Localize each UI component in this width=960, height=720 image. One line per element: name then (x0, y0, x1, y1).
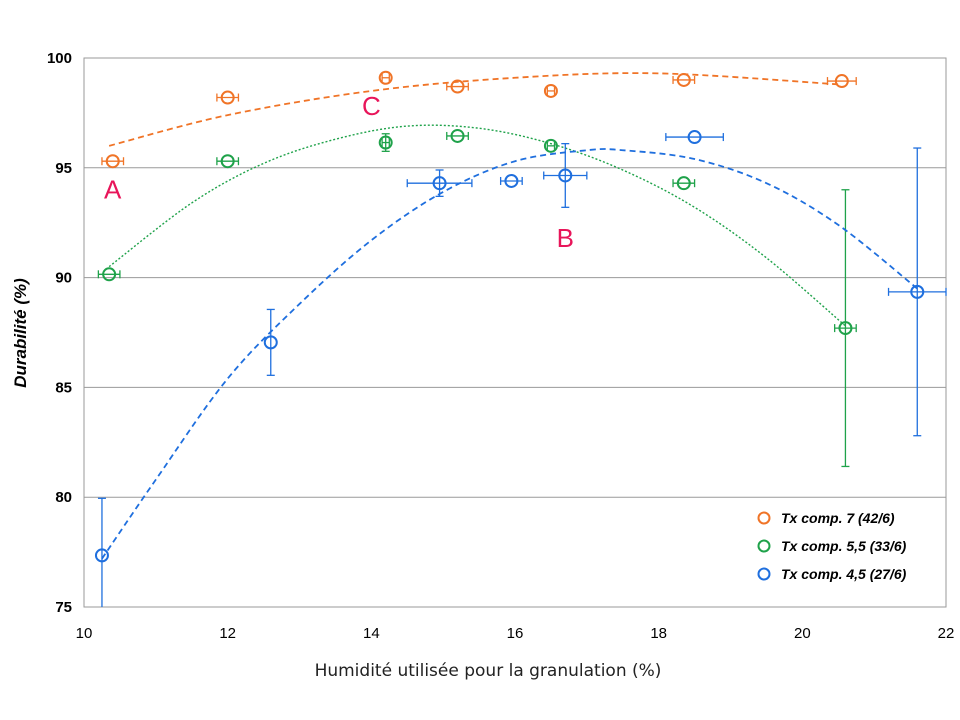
legend-label: Tx comp. 7 (42/6) (781, 510, 895, 526)
data-point (543, 83, 558, 98)
data-point (406, 169, 473, 197)
data-point (378, 70, 393, 85)
y-tick-labels: 75 80 85 90 95 100 (47, 50, 72, 616)
marker (558, 168, 573, 183)
legend-label: Tx comp. 5,5 (33/6) (781, 538, 907, 554)
x-tick-label: 20 (794, 625, 811, 642)
data-point (216, 154, 240, 169)
trendline (101, 148, 918, 560)
y-tick-label: 90 (55, 270, 72, 287)
y-tick-label: 100 (47, 50, 72, 67)
marker (687, 130, 702, 145)
marker (220, 90, 235, 105)
y-tick-label: 80 (55, 489, 72, 506)
marker (450, 79, 465, 94)
data-point (94, 497, 109, 607)
legend-marker (757, 567, 771, 581)
data-point (543, 142, 588, 208)
marker (676, 72, 691, 87)
data-point (101, 154, 125, 169)
marker (94, 548, 109, 563)
annotations: A B C (104, 91, 574, 253)
plot-area (83, 57, 947, 608)
marker (220, 154, 235, 169)
data-point (263, 308, 278, 376)
data-point (665, 130, 724, 145)
y-gridlines (84, 167, 946, 498)
y-tick-label: 95 (55, 160, 72, 177)
marker (676, 176, 691, 191)
data-point (446, 79, 469, 94)
data-point (97, 267, 121, 282)
series-2 (97, 124, 857, 468)
y-axis-label: Durabilité (%) (11, 278, 30, 388)
marker (102, 267, 117, 282)
annotation-label: A (104, 175, 122, 205)
y-tick-label: 85 (55, 379, 72, 396)
marker (834, 74, 849, 89)
series-layer (94, 70, 947, 607)
marker (378, 70, 393, 85)
x-tick-label: 12 (219, 625, 236, 642)
data-point (543, 138, 558, 153)
x-tick-label: 16 (507, 625, 524, 642)
x-tick-label: 10 (76, 625, 93, 642)
legend-label: Tx comp. 4,5 (27/6) (781, 566, 907, 582)
data-point (499, 173, 523, 188)
marker (450, 128, 465, 143)
marker (105, 154, 120, 169)
marker (504, 173, 519, 188)
marker (432, 176, 447, 191)
x-tick-label: 22 (938, 625, 955, 642)
trendline (108, 72, 839, 147)
x-tick-label: 14 (363, 625, 380, 642)
legend: Tx comp. 7 (42/6) Tx comp. 5,5 (33/6) Tx c… (757, 510, 907, 582)
annotation-label: B (557, 223, 574, 253)
marker (543, 138, 558, 153)
x-tick-label: 18 (650, 625, 667, 642)
data-point (446, 128, 469, 143)
x-tick-labels: 10 12 14 16 18 20 22 (76, 625, 955, 642)
data-point (672, 72, 696, 87)
legend-marker (757, 539, 771, 553)
legend-marker (757, 511, 771, 525)
series-3 (94, 130, 947, 607)
marker (263, 335, 278, 350)
annotation-label: C (362, 91, 381, 121)
data-point (834, 189, 857, 468)
marker (910, 284, 925, 299)
y-tick-label: 75 (55, 599, 72, 616)
marker (838, 321, 853, 336)
marker (543, 83, 558, 98)
data-point (378, 133, 393, 152)
series-1 (101, 70, 857, 169)
data-point (887, 147, 947, 437)
x-axis-label: Humidité utilisée pour la granulation (%… (315, 661, 662, 681)
data-point (216, 90, 240, 105)
trendline (108, 124, 846, 327)
data-point (672, 176, 696, 191)
marker (378, 135, 393, 150)
data-point (826, 74, 857, 89)
